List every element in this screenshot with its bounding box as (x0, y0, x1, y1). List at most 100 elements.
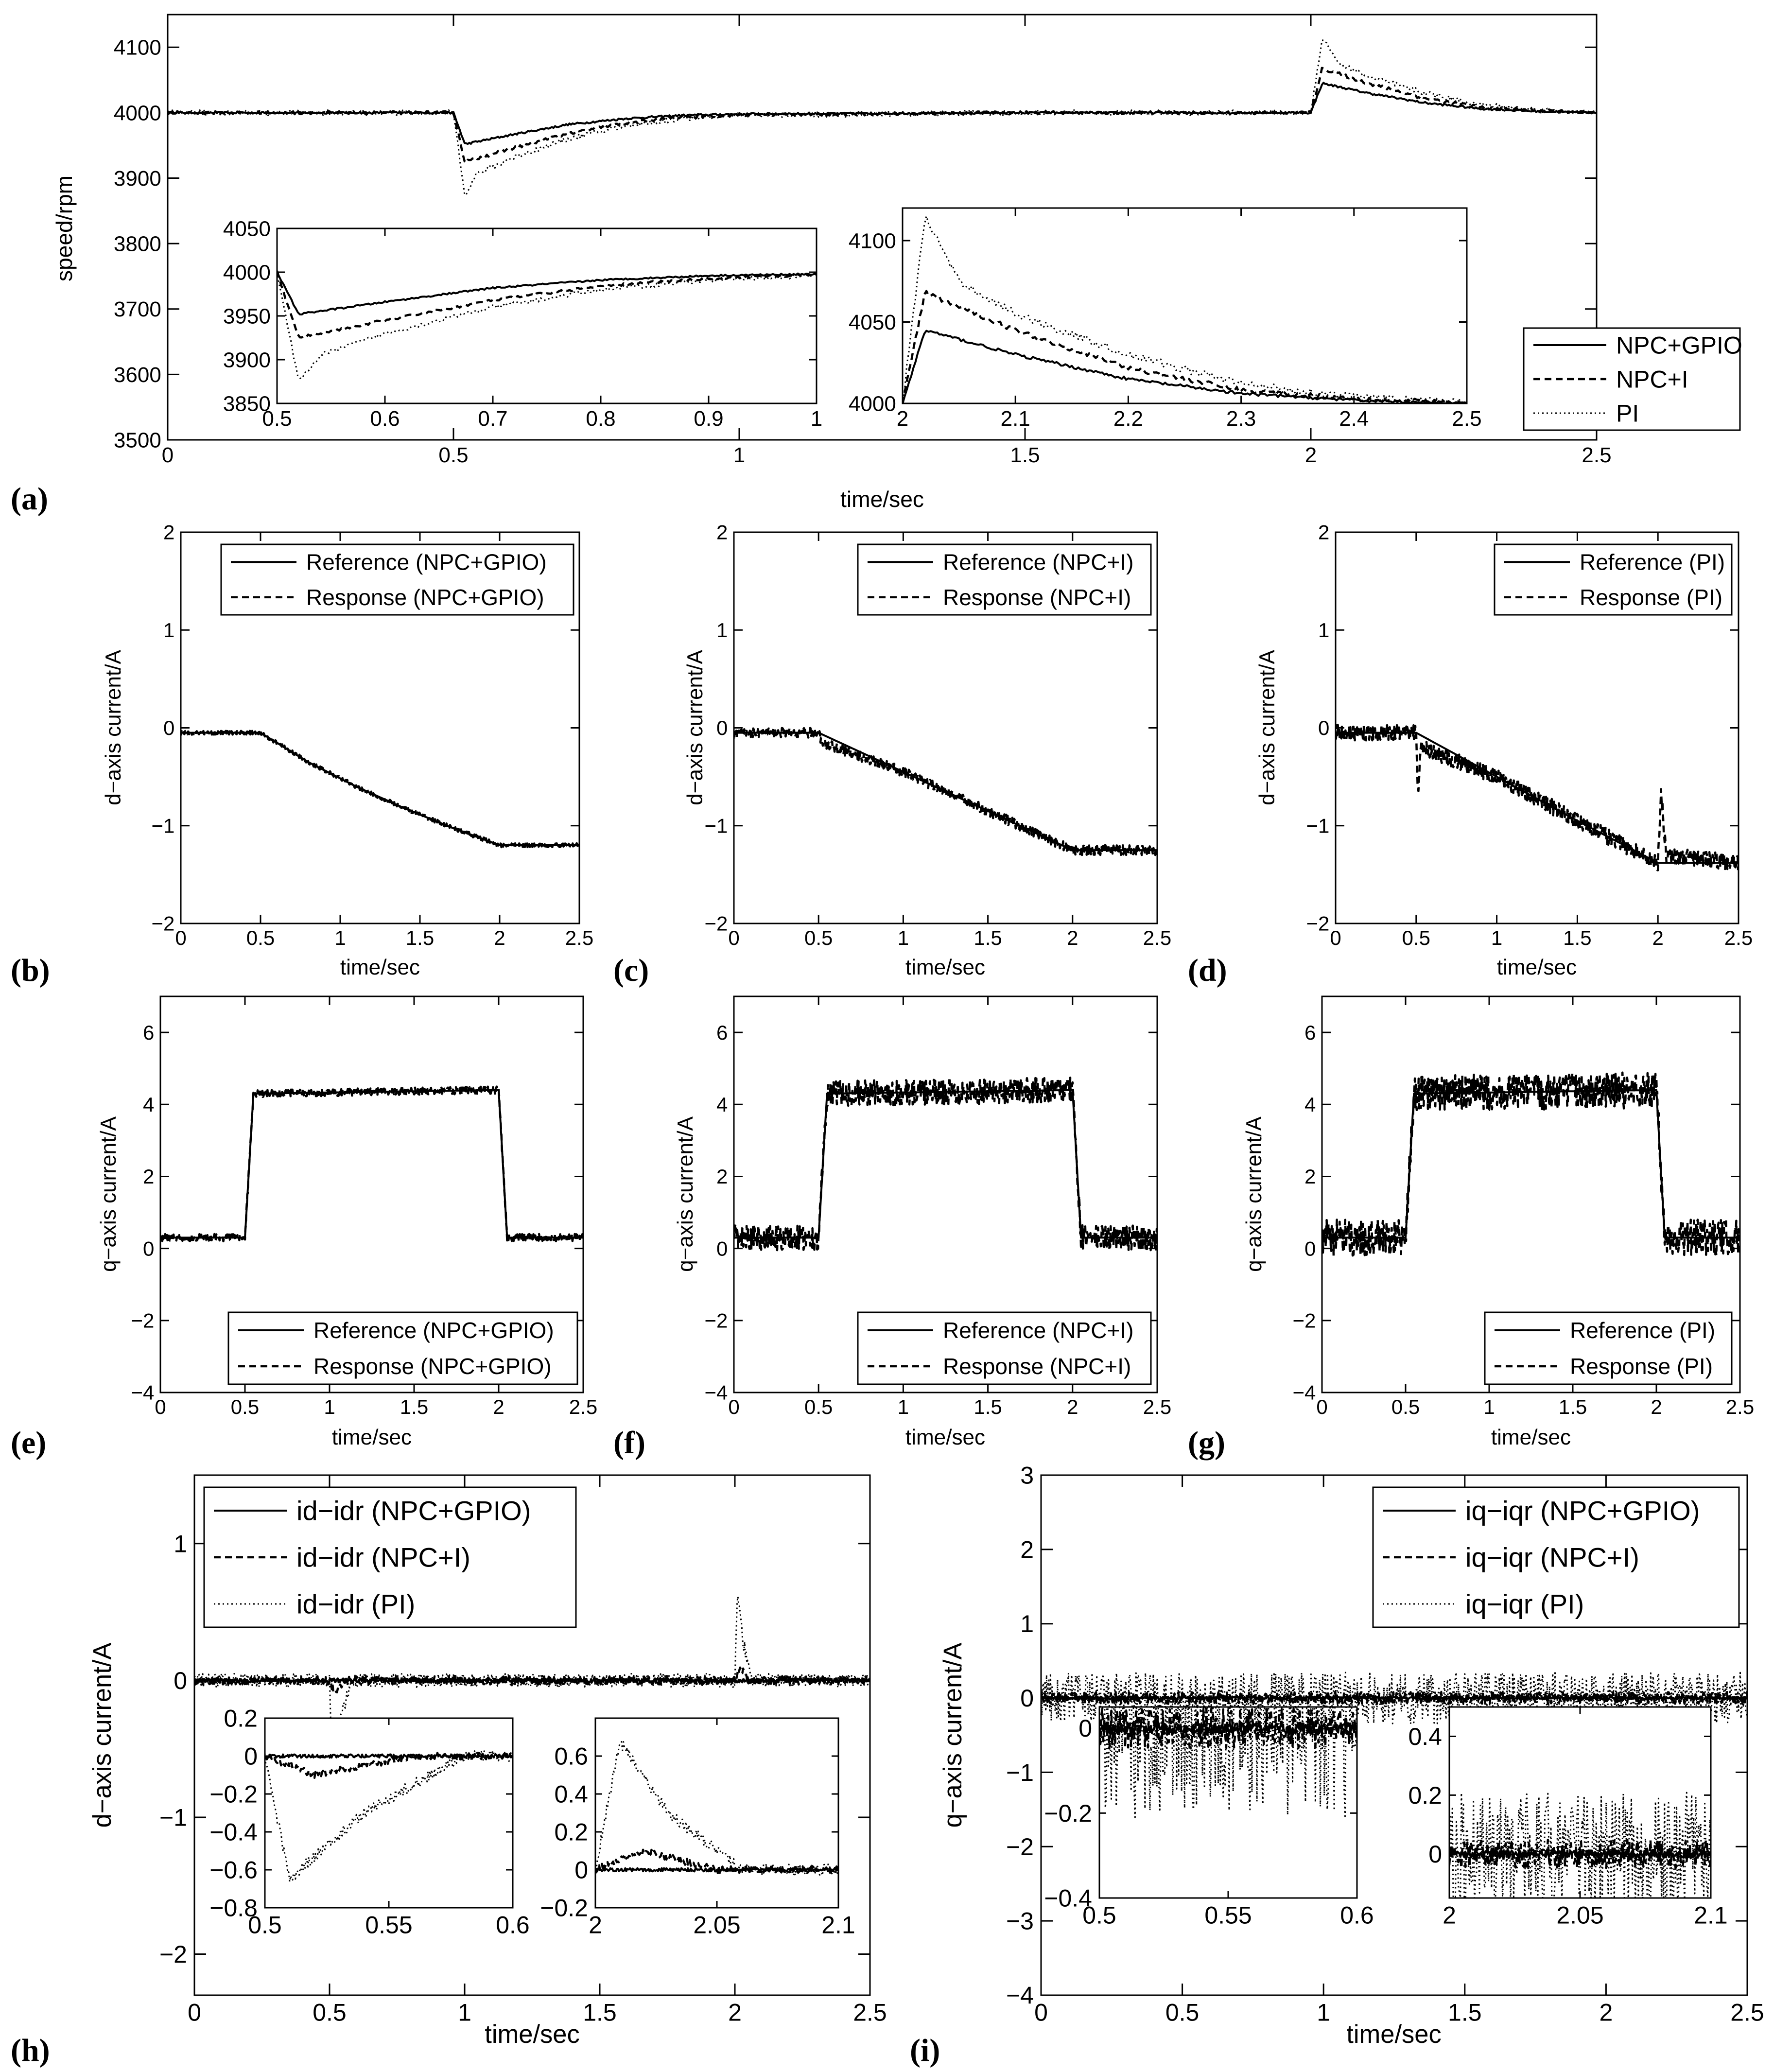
chart-b-legend-entry-2: Response (NPC+GPIO) (306, 585, 544, 610)
chart-a-inset-2-y-tick-label: 4050 (849, 311, 896, 334)
chart-g-series-line-2 (1322, 1071, 1740, 1257)
chart-e-y-tick-label: 4 (143, 1093, 154, 1116)
chart-c-y-tick-label: −2 (705, 912, 728, 935)
chart-h-inset-1-y-tick-label: 0 (244, 1743, 258, 1770)
chart-a-inset-2-x-tick-label: 2.1 (1001, 407, 1030, 431)
chart-a-series-group (168, 39, 1597, 196)
chart-g-legend-entry-1: Reference (PI) (1570, 1318, 1715, 1343)
panel-label-h: (h) (11, 2033, 50, 2068)
chart-c-x-axis-label: time/sec (905, 956, 985, 979)
chart-b-x-axis-label: time/sec (340, 956, 420, 979)
panel-label-b: (b) (11, 953, 50, 988)
chart-h-inset-1-plot-area (264, 1717, 514, 1909)
chart-a-x-tick-label: 2.5 (1582, 443, 1611, 467)
chart-f-y-tick-label: 6 (716, 1021, 728, 1044)
chart-h-d-axis-error: 0 0.5 1 1.5 2 2.5 −2 −1 0 1 time/sec d−axis current… (88, 1474, 887, 2049)
chart-i-inset-2-y-tick-label: 0 (1428, 1841, 1442, 1868)
chart-d-y-tick-label: 1 (1318, 619, 1329, 642)
chart-e-x-tick-label: 1.5 (400, 1395, 428, 1418)
chart-b-y-tick-label: 0 (163, 716, 174, 739)
panel-label-a: (a) (11, 481, 48, 517)
chart-i-inset-1: 0.5 0.55 0.6 −0.4 −0.2 0 (1044, 1706, 1374, 1929)
chart-i-y-axis-label: q−axis current/A (939, 1643, 967, 1828)
chart-a-inset-1: 0.5 0.6 0.7 0.8 0.9 1 3850 3900 3950 4000 4050 (223, 217, 822, 431)
chart-f-y-tick-label: −2 (705, 1309, 728, 1332)
chart-i-legend-entry-1: iq−iqr (NPC+GPIO) (1465, 1496, 1700, 1526)
chart-a-inset-2-x-tick-label: 2.5 (1452, 407, 1481, 431)
panel-label-i: (i) (910, 2033, 940, 2068)
chart-h-inset-2-y-tick-label: 0.6 (554, 1743, 588, 1770)
chart-f-x-tick-label: 0 (728, 1395, 739, 1418)
chart-a-legend-entry-1: NPC+GPIO (1616, 332, 1742, 359)
chart-i-inset-2-series-group (1449, 1792, 1711, 1898)
chart-i-inset-2-series-line-3 (1449, 1792, 1711, 1898)
chart-i-inset-2-y-tick-label: 0.2 (1408, 1782, 1442, 1809)
chart-h-inset-1-y-tick-label: −0.6 (209, 1857, 258, 1884)
chart-i-inset-2-x-tick-label: 2 (1443, 1902, 1456, 1929)
chart-i-x-tick-label: 1.5 (1448, 1999, 1482, 2026)
chart-a-inset-2-y-tick-label: 4000 (849, 392, 896, 416)
panel-label-g: (g) (1188, 1425, 1225, 1461)
chart-i-inset-2: 2 2.05 2.1 0 0.2 0.4 (1408, 1706, 1728, 1929)
chart-a-x-tick-label: 1 (733, 443, 745, 467)
chart-h-legend-entry-1: id−idr (NPC+GPIO) (296, 1496, 531, 1526)
chart-g-legend-entry-2: Response (PI) (1570, 1354, 1713, 1379)
chart-i-x-tick-label: 1 (1317, 1999, 1330, 2026)
chart-h-inset-1-x-tick-label: 0.5 (248, 1912, 282, 1939)
chart-a-y-axis-label: speed/rpm (52, 175, 77, 281)
chart-d-y-tick-label: −1 (1306, 814, 1330, 837)
chart-i-y-tick-label: 2 (1020, 1536, 1034, 1563)
chart-d-y-tick-label: 2 (1318, 521, 1329, 544)
chart-h-inset-2-y-tick-label: 0 (574, 1857, 588, 1884)
chart-h-inset-2-y-tick-label: 0.4 (554, 1781, 588, 1808)
chart-a-inset-2-x-tick-label: 2.3 (1226, 407, 1256, 431)
chart-h-inset-2-series-line-2 (595, 1848, 838, 1875)
chart-h-inset-2-plot-area (594, 1717, 839, 1909)
chart-g-x-tick-label: 0.5 (1391, 1395, 1420, 1418)
chart-d-legend-entry-1: Reference (PI) (1580, 549, 1725, 575)
chart-a-inset-2-x-tick-label: 2 (897, 407, 908, 431)
chart-g-x-axis-label: time/sec (1491, 1426, 1571, 1449)
chart-a-y-tick-label: 3700 (114, 297, 161, 321)
chart-c-x-tick-label: 0 (728, 926, 739, 949)
chart-d-x-axis-label: time/sec (1497, 956, 1577, 979)
chart-h-legend-entry-2: id−idr (NPC+I) (296, 1542, 470, 1573)
chart-f-x-tick-label: 2 (1067, 1395, 1078, 1418)
chart-d-y-axis-label: d−axis current/A (1255, 650, 1279, 805)
chart-g-legend-box (1484, 1311, 1733, 1385)
chart-h-y-tick-label: −1 (159, 1804, 187, 1831)
chart-h-y-tick-label: 0 (174, 1667, 187, 1694)
chart-h-x-tick-label: 2.5 (853, 1999, 887, 2026)
chart-h-inset-1-series-group (265, 1750, 513, 1883)
chart-f-y-tick-label: 2 (716, 1165, 728, 1188)
chart-f-series-line-2 (734, 1076, 1157, 1252)
chart-i-y-tick-label: 1 (1020, 1610, 1034, 1637)
chart-a-inset-2-y-tick-label: 4100 (849, 229, 896, 253)
chart-b-d-axis-npc-gpio: 0 0.5 1 1.5 2 2.5 −2 −1 0 1 2 time/sec d−axis curren… (102, 521, 593, 979)
chart-e-series-line-2 (160, 1085, 583, 1243)
chart-c-y-tick-label: 1 (716, 619, 728, 642)
chart-a-y-tick-label: 4100 (114, 36, 161, 60)
chart-e-x-tick-label: 1 (324, 1395, 335, 1418)
chart-i-inset-1-y-tick-label: −0.4 (1044, 1885, 1092, 1912)
chart-g-series-group (1322, 1071, 1740, 1257)
chart-h-y-tick-label: −2 (159, 1941, 187, 1968)
chart-i-inset-1-y-tick-label: −0.2 (1044, 1800, 1092, 1827)
chart-h-inset-1-y-tick-label: −0.2 (209, 1781, 258, 1808)
chart-a-inset-1-x-tick-label: 0.7 (478, 407, 507, 431)
chart-a-speed: 0 0.5 1 1.5 2 2.5 3500 3600 3700 3800 3900 4000 4100… (52, 14, 1742, 512)
chart-e-x-axis-label: time/sec (332, 1426, 412, 1449)
chart-h-inset-1-y-tick-label: 0.2 (224, 1705, 258, 1732)
chart-a-inset-1-x-tick-label: 0.6 (370, 407, 400, 431)
chart-i-y-tick-label: −2 (1006, 1833, 1034, 1861)
chart-d-legend-box (1494, 543, 1733, 616)
chart-a-inset-1-y-tick-label: 4050 (223, 217, 271, 241)
chart-a-series-line-3 (168, 39, 1597, 196)
chart-i-x-tick-label: 2.5 (1730, 1999, 1764, 2026)
chart-h-inset-2-x-tick-label: 2.05 (693, 1912, 740, 1939)
chart-i-inset-1-x-tick-label: 0.6 (1340, 1902, 1374, 1929)
chart-d-series-group (1336, 724, 1739, 871)
chart-f-x-axis-label: time/sec (905, 1426, 985, 1449)
chart-g-y-tick-label: 2 (1304, 1165, 1316, 1188)
chart-h-inset-2-x-tick-label: 2.1 (821, 1912, 855, 1939)
